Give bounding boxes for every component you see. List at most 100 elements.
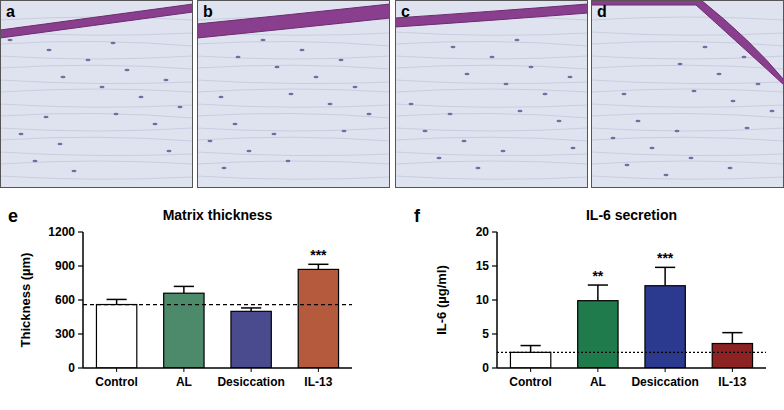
y-axis (82, 232, 84, 368)
error-bar (664, 267, 666, 285)
fibre (591, 113, 784, 118)
cell-nucleus (139, 96, 144, 99)
y-tick-label: 15 (476, 259, 490, 273)
x-tick (183, 368, 184, 372)
fibre (395, 152, 588, 156)
cell-nucleus (153, 123, 158, 126)
cell-nucleus (742, 56, 747, 59)
cell-nucleus (272, 133, 277, 136)
micrograph-image (0, 0, 193, 188)
error-cap (174, 286, 194, 288)
cell-nucleus (515, 39, 520, 42)
y-axis (496, 232, 498, 368)
figure: abcdeMatrix thicknessThickness (µm)03006… (0, 0, 784, 410)
error-cap (722, 332, 742, 334)
x-tick-label: IL-13 (718, 375, 746, 389)
cell-nucleus (571, 147, 576, 150)
cell-nucleus (58, 143, 63, 146)
error-bar (732, 333, 734, 344)
reference-line (83, 304, 352, 305)
x-tick-label: AL (176, 375, 192, 389)
y-tick-label: 900 (55, 259, 75, 273)
fibre (591, 161, 784, 164)
fibre (0, 128, 193, 131)
error-cap (588, 284, 608, 286)
fibre (197, 176, 390, 179)
x-tick (732, 368, 733, 372)
cell-nucleus (219, 96, 224, 99)
cell-nucleus (529, 66, 534, 69)
significance-annotation: *** (310, 247, 327, 263)
tissue-background (197, 0, 390, 188)
y-axis-label: IL-6 (µg/ml) (434, 265, 449, 335)
chart-title: Matrix thickness (163, 207, 273, 223)
panel-label: b (203, 3, 213, 20)
y-axis-label: Thickness (µm) (18, 253, 33, 348)
fibre (591, 128, 784, 131)
cell-nucleus (33, 160, 38, 163)
x-tick (251, 368, 252, 372)
y-tick-label: 600 (55, 293, 75, 307)
fibre (0, 104, 193, 107)
cell-nucleus (490, 56, 495, 59)
y-tick-label: 20 (476, 225, 490, 239)
fibre (395, 65, 588, 69)
cell-nucleus (717, 73, 722, 76)
fibre (395, 89, 588, 92)
x-tick-label: Desiccation (217, 375, 284, 389)
fibre (0, 161, 193, 164)
cell-nucleus (692, 90, 697, 93)
cell-nucleus (275, 66, 280, 69)
bar-chart: eMatrix thicknessThickness (µm)030060090… (8, 206, 352, 389)
fibre (0, 113, 193, 118)
x-tick-label: Desiccation (631, 375, 698, 389)
cell-nucleus (543, 93, 548, 96)
fibre (591, 17, 784, 20)
micrograph-image (197, 0, 390, 188)
fibre (591, 137, 784, 141)
cell-nucleus (448, 113, 453, 116)
cell-nucleus (367, 113, 372, 116)
significance-annotation: *** (657, 250, 674, 266)
panel-label: e (8, 206, 18, 226)
epithelium (0, 4, 193, 38)
panel-label: a (6, 3, 15, 20)
y-tick-label: 5 (482, 327, 489, 341)
cell-nucleus (409, 103, 414, 106)
cell-nucleus (328, 103, 333, 106)
cell-nucleus (208, 140, 213, 143)
fibre (197, 137, 390, 141)
cell-nucleus (300, 49, 305, 52)
significance-annotation: ** (592, 268, 603, 284)
tissue-background (0, 0, 193, 188)
fibre (591, 176, 784, 179)
chart-title: IL-6 secretion (586, 207, 677, 223)
error-bar (530, 346, 532, 353)
fibre (395, 161, 588, 164)
x-tick (665, 368, 666, 372)
fibre (395, 56, 588, 59)
cell-nucleus (501, 150, 506, 153)
fibre (591, 80, 784, 84)
error-cap (655, 267, 675, 269)
cell-nucleus (650, 147, 655, 150)
bar (645, 286, 685, 368)
panel-border (592, 1, 784, 188)
fibre (395, 104, 588, 107)
x-tick (116, 368, 117, 372)
fibre (591, 32, 784, 35)
x-tick (597, 368, 598, 372)
reference-line (497, 352, 766, 353)
cell-nucleus (247, 150, 252, 153)
cell-nucleus (770, 110, 775, 113)
fibre (591, 104, 784, 107)
cell-nucleus (437, 157, 442, 160)
cell-nucleus (125, 69, 130, 72)
fibre (395, 176, 588, 179)
plot-marks (497, 267, 766, 368)
panel-border (198, 1, 390, 188)
cell-nucleus (622, 93, 627, 96)
x-tick (318, 368, 319, 372)
fibre (197, 113, 390, 118)
cell-nucleus (636, 120, 641, 123)
